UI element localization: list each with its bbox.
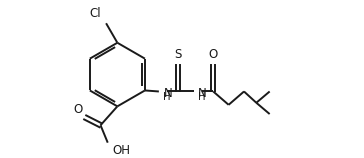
Text: N: N [198,87,207,100]
Text: S: S [175,48,182,61]
Text: Cl: Cl [89,7,101,20]
Text: OH: OH [113,144,131,157]
Text: N: N [163,87,172,100]
Text: H: H [198,92,206,102]
Text: O: O [74,103,83,116]
Text: O: O [209,48,218,61]
Text: H: H [163,92,171,102]
